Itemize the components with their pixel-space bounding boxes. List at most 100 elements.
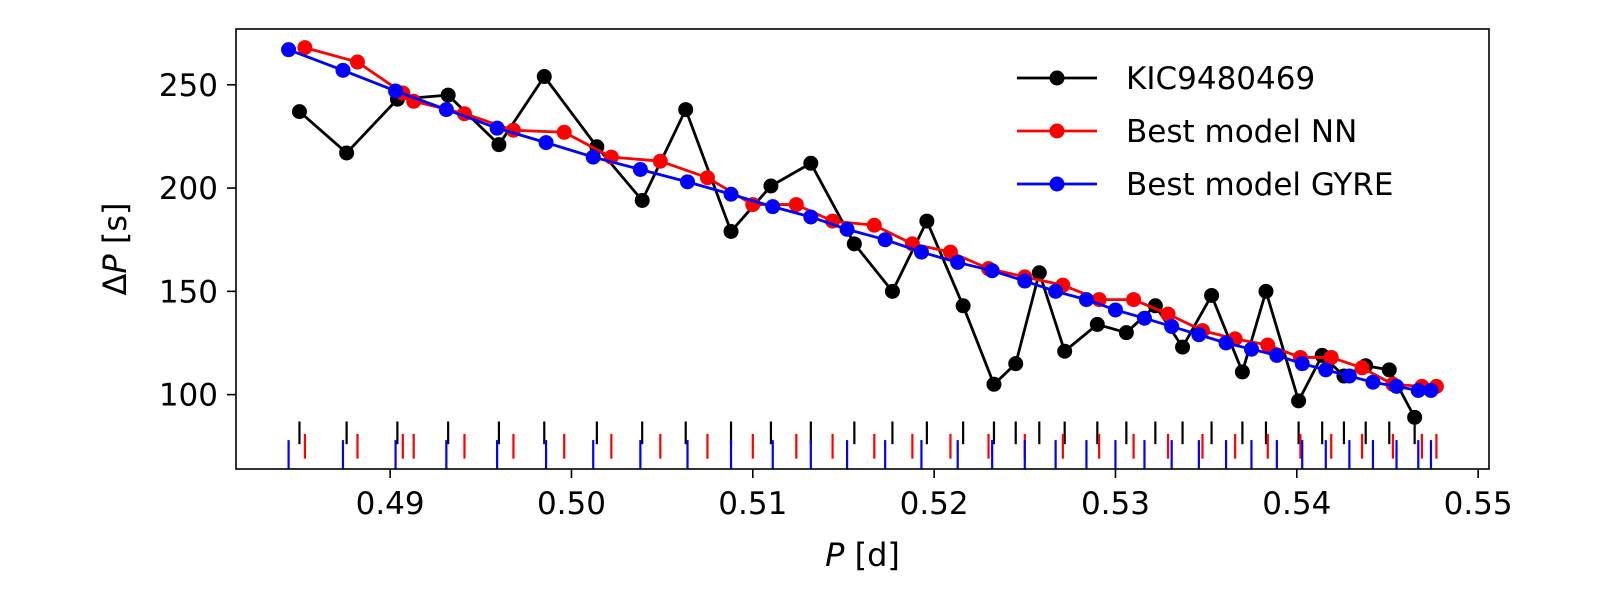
- data-point: [919, 213, 935, 229]
- data-point: [634, 192, 650, 208]
- data-point: [846, 236, 862, 252]
- data-point: [723, 223, 739, 239]
- x-axis-label: P [d]: [825, 536, 900, 574]
- data-point: [1234, 364, 1250, 380]
- data-point: [1243, 341, 1259, 357]
- data-point: [291, 104, 307, 120]
- data-point: [1407, 409, 1423, 425]
- period-markers: [287, 421, 1438, 469]
- legend-label: Best model NN: [1126, 114, 1357, 150]
- legend-label: Best model GYRE: [1126, 167, 1393, 203]
- y-tick-label: 250: [159, 68, 218, 104]
- data-point: [1048, 283, 1064, 299]
- data-point: [1354, 360, 1370, 376]
- data-point: [913, 244, 929, 260]
- data-point: [1381, 362, 1397, 378]
- axes-frame: [235, 28, 1490, 470]
- data-point: [1260, 337, 1276, 353]
- data-point: [489, 120, 505, 136]
- x-tick-label: 0.54: [1262, 486, 1331, 522]
- data-point: [388, 83, 404, 99]
- data-point: [1341, 368, 1357, 384]
- data-point: [349, 54, 365, 70]
- data-point: [1423, 383, 1439, 399]
- data-point: [1160, 306, 1176, 322]
- data-point: [678, 102, 694, 118]
- data-point: [536, 69, 552, 85]
- data-point: [1323, 349, 1339, 365]
- data-point: [839, 221, 855, 237]
- data-point: [986, 376, 1002, 392]
- data-point: [1204, 287, 1220, 303]
- y-tick-label: 200: [159, 171, 218, 207]
- data-point: [335, 62, 351, 78]
- data-point: [803, 209, 819, 225]
- data-point: [297, 40, 313, 56]
- data-point: [866, 217, 882, 233]
- y-axis-label: ΔP [s]: [96, 203, 134, 296]
- data-point: [699, 170, 715, 186]
- data-point: [763, 178, 779, 194]
- data-point: [1031, 265, 1047, 281]
- legend-marker: [1049, 123, 1065, 139]
- data-point: [438, 102, 454, 118]
- data-point: [803, 155, 819, 171]
- data-point: [1136, 310, 1152, 326]
- data-point: [723, 186, 739, 202]
- data-point: [1175, 339, 1191, 355]
- data-point: [1191, 327, 1207, 343]
- x-tick-label: 0.52: [900, 486, 969, 522]
- data-point: [1258, 283, 1274, 299]
- x-tick-label: 0.50: [537, 486, 606, 522]
- series-2: [281, 42, 1439, 399]
- x-tick-label: 0.49: [356, 486, 425, 522]
- data-point: [984, 263, 1000, 279]
- legend-marker: [1049, 70, 1065, 86]
- data-point: [1365, 374, 1381, 390]
- data-point: [538, 135, 554, 151]
- legend: KIC9480469 Best model NN Best model GYRE: [1017, 61, 1393, 203]
- data-point: [1164, 318, 1180, 334]
- legend-marker: [1049, 176, 1065, 192]
- data-point: [632, 161, 648, 177]
- data-point: [652, 153, 668, 169]
- series-layer: [281, 40, 1444, 425]
- axes: 0.49 0.50 0.51 0.52 0.53 0.54 0.55 100 150 200 250: [159, 68, 1513, 522]
- data-point: [1318, 362, 1334, 378]
- series-line: [288, 48, 1431, 392]
- legend-label: KIC9480469: [1126, 61, 1315, 97]
- data-point: [556, 124, 572, 140]
- x-tick-label: 0.55: [1444, 486, 1513, 522]
- data-point: [440, 87, 456, 103]
- data-point: [680, 174, 696, 190]
- data-point: [1008, 356, 1024, 372]
- data-point: [1107, 302, 1123, 318]
- data-point: [1294, 356, 1310, 372]
- data-point: [339, 145, 355, 161]
- data-point: [1269, 347, 1285, 363]
- y-tick-label: 100: [159, 378, 218, 414]
- y-tick-label: 150: [159, 274, 218, 310]
- data-point: [884, 283, 900, 299]
- data-point: [1291, 393, 1307, 409]
- data-point: [1057, 343, 1073, 359]
- data-point: [1017, 273, 1033, 289]
- data-point: [950, 254, 966, 270]
- data-point: [955, 298, 971, 314]
- data-point: [1389, 378, 1405, 394]
- data-point: [1089, 316, 1105, 332]
- data-point: [281, 42, 297, 58]
- data-point: [765, 199, 781, 215]
- data-point: [1078, 292, 1094, 308]
- data-point: [1126, 292, 1142, 308]
- data-point: [1218, 335, 1234, 351]
- data-point: [585, 149, 601, 165]
- x-tick-label: 0.53: [1081, 486, 1150, 522]
- x-tick-label: 0.51: [718, 486, 787, 522]
- data-point: [1118, 325, 1134, 341]
- data-point: [491, 137, 507, 153]
- data-point: [877, 232, 893, 248]
- data-point: [1410, 383, 1426, 399]
- series-line: [304, 46, 1437, 388]
